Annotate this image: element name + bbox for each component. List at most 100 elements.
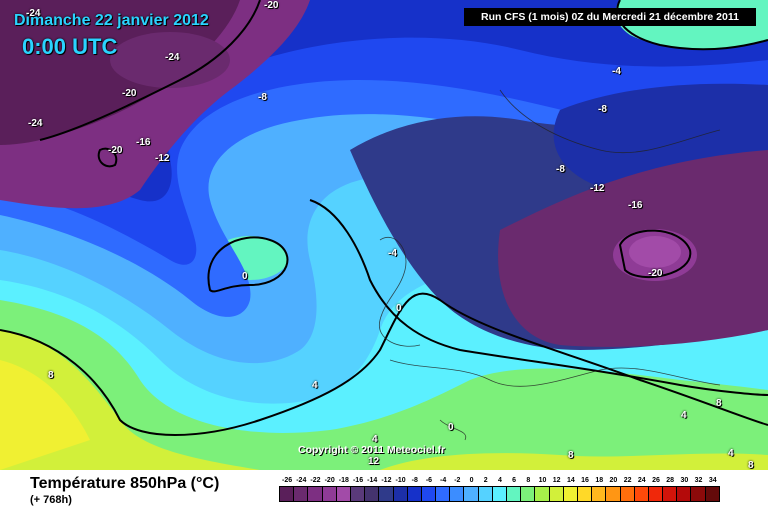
scale-step: -10 [392, 476, 408, 502]
scale-tick-label: 16 [581, 477, 589, 484]
scale-swatch [279, 486, 295, 502]
scale-swatch [293, 486, 309, 502]
scale-tick-label: -2 [454, 477, 461, 484]
forecast-lead: (+ 768h) [30, 494, 72, 506]
scale-step: 4 [491, 476, 507, 502]
isotherm-label: -16 [628, 200, 643, 211]
scale-step: -26 [279, 476, 295, 502]
scale-tick-label: -10 [395, 477, 406, 484]
isotherm-label: 8 [716, 398, 722, 409]
scale-swatch [321, 486, 337, 502]
scale-step: 30 [676, 476, 692, 502]
isotherm-label: 0 [396, 303, 402, 314]
scale-step: 28 [662, 476, 678, 502]
scale-step: -20 [321, 476, 337, 502]
isotherm-label: 8 [748, 460, 754, 470]
map-canvas [0, 0, 768, 470]
scale-tick-label: -6 [425, 477, 433, 484]
scale-swatch [619, 486, 635, 502]
scale-tick-label: 24 [637, 477, 646, 484]
scale-tick-label: 8 [526, 477, 531, 484]
isotherm-label: 8 [568, 450, 574, 461]
isotherm-0-bubble [207, 236, 289, 293]
coast-mediterranean [389, 359, 721, 387]
scale-tick-label: -18 [338, 477, 349, 484]
scale-swatch [477, 486, 493, 502]
isotherm-label: -8 [556, 164, 565, 175]
scale-tick-label: 18 [595, 477, 604, 484]
scale-tick-label: -12 [381, 477, 392, 484]
scale-step: -14 [364, 476, 380, 502]
isotherm-label: 12 [368, 456, 380, 467]
isotherm-label: -20 [648, 268, 663, 279]
scale-swatch [576, 486, 593, 502]
scale-swatch [704, 486, 720, 502]
forecast-date: Dimanche 22 janvier 2012 [14, 12, 209, 29]
isotherm-label: -24 [28, 118, 43, 129]
scale-tick-label: 22 [623, 477, 632, 484]
isotherm-minus-20-east [618, 229, 692, 278]
scale-step: 22 [619, 476, 635, 502]
scale-step: 34 [704, 476, 720, 502]
scale-swatch [562, 486, 578, 502]
scale-step: -18 [335, 476, 351, 502]
scale-tick-label: 0 [469, 477, 474, 484]
isotherm-label: 0 [242, 271, 248, 282]
scale-tick-label: 30 [680, 477, 689, 484]
scale-step: 20 [605, 476, 621, 502]
scale-tick-label: -4 [440, 477, 447, 484]
isotherm-label: 4 [312, 380, 318, 391]
scale-tick-label: 12 [552, 477, 561, 484]
scale-swatch [349, 486, 366, 502]
scale-step: 24 [633, 476, 649, 502]
isotherm-label: -24 [165, 52, 180, 63]
scale-tick-label: 14 [566, 477, 575, 484]
coastlines [378, 89, 721, 441]
scale-swatch [690, 486, 706, 502]
scale-step: 0 [463, 476, 479, 502]
model-run-info: Run CFS (1 mois) 0Z du Mercredi 21 décem… [464, 8, 756, 26]
scale-swatch [633, 486, 649, 502]
scale-tick-label: 10 [538, 477, 547, 484]
scale-swatch [605, 486, 621, 502]
scale-step: 10 [534, 476, 550, 502]
warm-zone-sw-core [0, 360, 90, 470]
scale-tick-label: -14 [367, 477, 378, 484]
greenland-low [110, 32, 230, 88]
isotherm-label: -16 [136, 137, 151, 148]
scale-step: 8 [520, 476, 536, 502]
isotherm-label: -20 [122, 88, 137, 99]
scale-step: 16 [576, 476, 593, 502]
scale-swatch [676, 486, 692, 502]
warm-zone-south [380, 453, 768, 470]
isotherm-label: -4 [612, 66, 621, 77]
isotherm-minus-20-small [97, 147, 118, 168]
scale-swatch [662, 486, 678, 502]
scale-tick-label: -8 [411, 477, 418, 484]
scale-tick-label: 6 [512, 477, 517, 484]
scale-tick-label: -22 [310, 477, 321, 484]
isotherm-label: -20 [264, 0, 279, 11]
variable-title: Température 850hPa (°C) [30, 475, 220, 492]
scale-swatch [406, 486, 422, 502]
scale-swatch [335, 486, 351, 502]
isotherm-label: -24 [26, 8, 41, 19]
scale-step: -4 [435, 476, 451, 502]
scale-swatch [591, 486, 607, 502]
scale-swatch [534, 486, 550, 502]
scale-swatch [520, 486, 536, 502]
coast-west-europe [378, 237, 421, 347]
scale-swatch [449, 486, 465, 502]
scale-step: -24 [293, 476, 309, 502]
scale-swatch [548, 486, 564, 502]
scale-tick-label: 20 [609, 477, 618, 484]
copyright-notice: Copyright © 2011 Meteociel.fr [298, 444, 446, 456]
scale-step: 26 [647, 476, 664, 502]
scale-swatch [392, 486, 408, 502]
scale-step: -2 [449, 476, 465, 502]
color-scale: -26 -24 -22 -20 -18 -16 -14 -12 -10 -8 -6 -4 -2 0 2 4 6 8… [279, 476, 720, 502]
scale-tick-label: 34 [708, 477, 717, 484]
scale-step: -12 [378, 476, 394, 502]
scale-swatch [378, 486, 394, 502]
scale-step: 18 [591, 476, 607, 502]
